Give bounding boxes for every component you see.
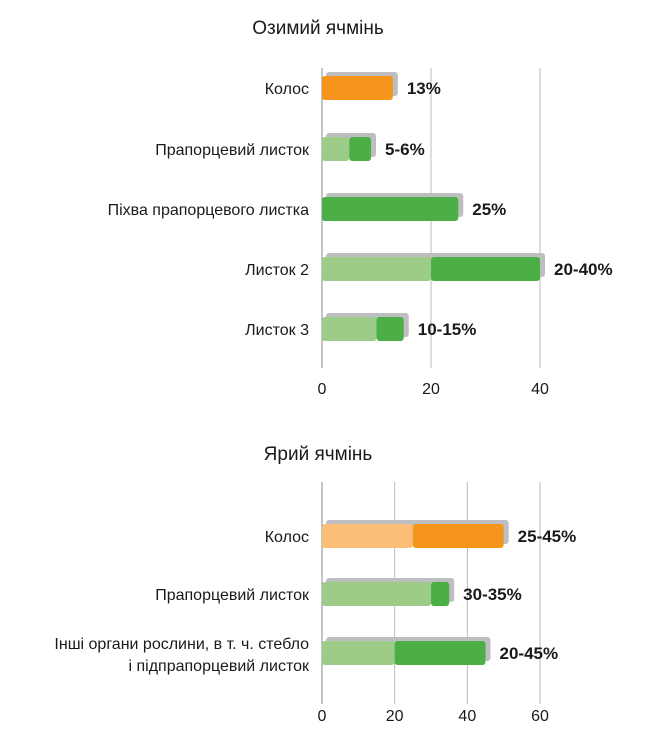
bar-range-low: [322, 524, 413, 548]
x-tick-label: 20: [422, 381, 440, 398]
data-label: 25-45%: [518, 527, 577, 546]
bar-range-high: [412, 524, 504, 548]
data-label: 30-35%: [463, 585, 522, 604]
bar-range-low: [322, 137, 350, 161]
chart-1: Озимий ячмінь 0 20 40 13% Колос 5-6% Прапорцеви…: [108, 18, 613, 398]
x-tick-label: 40: [531, 381, 549, 398]
data-label: 13%: [407, 79, 441, 98]
chart-2: Ярий ячмінь 0 20 40 60 25-45% Колос 30-35% Прапо…: [54, 444, 576, 725]
bar-range-low: [322, 641, 395, 665]
x-tick-label: 60: [531, 708, 549, 725]
category-label: Колос: [265, 529, 309, 546]
data-label: 20-40%: [554, 260, 613, 279]
x-tick-label: 0: [318, 381, 327, 398]
bar-range-high: [349, 137, 372, 161]
bar-range-high: [322, 197, 459, 221]
chart-title: Ярий ячмінь: [264, 444, 373, 465]
bar-range-low: [322, 582, 431, 606]
bar-range-high: [322, 76, 393, 100]
x-tick-label: 20: [386, 708, 404, 725]
bar-range-high: [431, 257, 540, 281]
category-label: Інші органи рослини, в т. ч. стебло: [54, 636, 309, 653]
chart-title: Озимий ячмінь: [252, 18, 384, 39]
category-label: Колос: [265, 81, 309, 98]
category-label: Прапорцевий листок: [155, 587, 310, 604]
category-label-line2: і підпрапорцевий листок: [129, 658, 311, 675]
category-label: Піхва прапорцевого листка: [108, 202, 310, 219]
bar-range-high: [394, 641, 486, 665]
data-label: 20-45%: [500, 644, 559, 663]
x-tick-label: 0: [318, 708, 327, 725]
category-label: Листок 2: [245, 262, 309, 279]
category-label: Листок 3: [245, 322, 309, 339]
bar-range-low: [322, 257, 431, 281]
x-tick-label: 40: [458, 708, 476, 725]
data-label: 5-6%: [385, 140, 425, 159]
bar-range-low: [322, 317, 377, 341]
bar-range-high: [431, 582, 450, 606]
data-label: 10-15%: [418, 320, 477, 339]
data-label: 25%: [472, 200, 506, 219]
category-label: Прапорцевий листок: [155, 142, 310, 159]
bar-range-high: [376, 317, 404, 341]
